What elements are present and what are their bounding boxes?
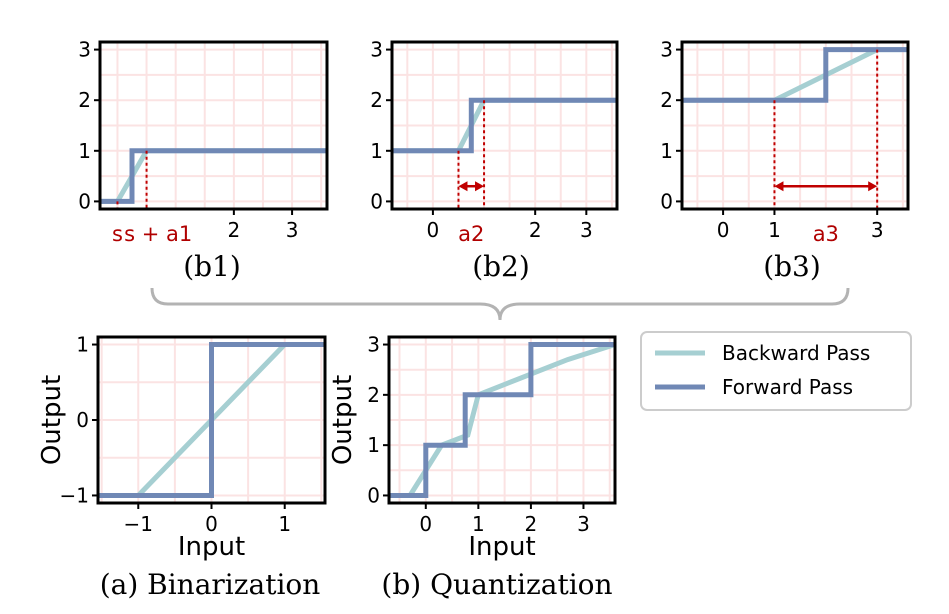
series-line-forward (98, 342, 325, 498)
series-line-forward (389, 342, 615, 498)
x-tick-label: 1 (472, 512, 485, 536)
x-tick-label: 0 (717, 218, 730, 242)
y-tick-label: 1 (76, 333, 89, 357)
y-tick-label: 1 (78, 139, 91, 163)
legend-label-backward: Backward Pass (722, 341, 870, 365)
series-line-forward (392, 97, 617, 154)
range-label: a2 (458, 222, 484, 246)
x-tick-label: 0 (205, 512, 218, 536)
arrow-head-right (475, 181, 485, 192)
arrow-head-left (458, 181, 468, 192)
panel-b3: a3 0 1 3 0 1 2 3 (660, 38, 910, 246)
caption-b3: (b3) (763, 250, 821, 283)
caption-b1: (b1) (183, 250, 241, 283)
y-axis-label: Output (37, 375, 67, 465)
panel-a: −1 0 1 −1 0 1 Input Output (37, 333, 327, 562)
y-tick-label: 0 (76, 408, 89, 432)
arrow-head-left (774, 181, 784, 192)
x-tick-label: 1 (278, 512, 291, 536)
series-line-forward (682, 47, 908, 103)
y-tick-label: 3 (370, 38, 383, 62)
x-tick-label: 0 (427, 218, 440, 242)
x-tick-label: 0 (419, 512, 432, 536)
y-tick-label: 3 (660, 38, 673, 62)
y-tick-label: 2 (370, 88, 383, 112)
axes-frame (387, 335, 617, 505)
range-label: a3 (813, 222, 839, 246)
x-tick-label: 3 (577, 512, 590, 536)
y-tick-label: 2 (660, 88, 673, 112)
y-tick-label: 1 (660, 139, 673, 163)
axes-frame (680, 40, 910, 211)
x-tick-label: 2 (525, 512, 538, 536)
caption-b2: (b2) (472, 250, 530, 283)
legend-label-forward: Forward Pass (722, 375, 853, 399)
x-tick-label: −1 (124, 512, 153, 536)
caption-b: (b) Quantization (381, 568, 612, 601)
x-tick-label: 2 (529, 218, 542, 242)
y-tick-label: 3 (367, 333, 380, 357)
grouping-bracket (150, 287, 850, 321)
x-tick-label: 2 (228, 218, 241, 242)
y-tick-label: 0 (367, 483, 380, 507)
y-tick-label: 2 (78, 88, 91, 112)
annotation-label: s + a1 (124, 222, 192, 246)
y-tick-label: 2 (367, 383, 380, 407)
x-tick-label: 1 (768, 218, 781, 242)
y-axis-label: Output (328, 375, 358, 465)
x-tick-label: 3 (580, 218, 593, 242)
x-axis-label: Input (178, 532, 245, 562)
y-tick-label: 3 (78, 38, 91, 62)
legend: Backward Pass Forward Pass (640, 331, 912, 411)
annotation-label: s (112, 222, 123, 246)
caption-a: (a) Binarization (100, 568, 321, 601)
y-tick-label: 0 (78, 189, 91, 213)
x-tick-label: 3 (286, 218, 299, 242)
x-axis-label: Input (468, 532, 535, 562)
y-tick-label: 1 (367, 433, 380, 457)
axes-frame (390, 40, 619, 211)
y-tick-label: 1 (370, 139, 383, 163)
series-line-forward (100, 148, 327, 204)
y-tick-label: −1 (60, 483, 89, 507)
axes-frame (98, 40, 329, 211)
x-tick-label: 3 (871, 218, 884, 242)
legend-box (640, 331, 912, 411)
panel-b2: a2 0 2 3 0 1 2 3 (370, 38, 619, 246)
y-tick-label: 0 (660, 189, 673, 213)
arrow-head-right (868, 181, 878, 192)
y-tick-label: 0 (370, 189, 383, 213)
panel-b1: 2 3 0 1 2 3 s s + a1 (78, 38, 329, 246)
panel-b: 0 1 2 3 0 1 2 3 Input Output (328, 333, 617, 562)
